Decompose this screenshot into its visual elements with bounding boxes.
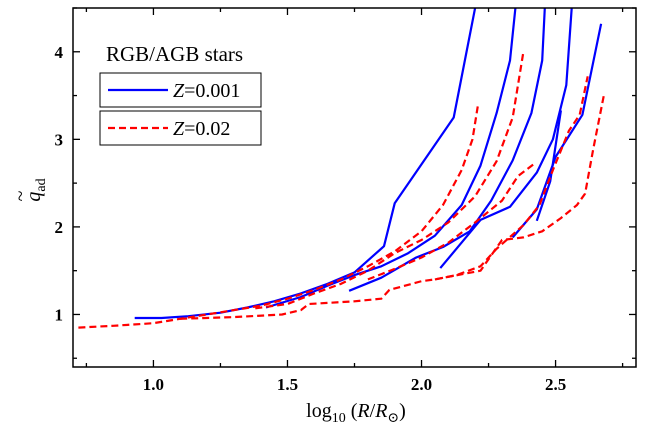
y-tick-label: 3	[55, 130, 64, 149]
legend-label-z002: Z=0.02	[173, 118, 230, 140]
series-line-z002-7	[255, 51, 525, 310]
series-line-z002-10	[367, 163, 535, 281]
y-axis-label: qad ~	[10, 178, 49, 201]
x-axis-label: log10 (R/R⊙)	[306, 400, 406, 426]
y-tick-label: 1	[55, 305, 64, 324]
series-line-z002-6	[78, 105, 479, 329]
series-line-z0001-1	[265, 8, 517, 309]
x-tick-label: 2.5	[545, 375, 566, 394]
y-axis-label-accent: ~	[10, 190, 32, 201]
series-line-z0001-3	[439, 8, 573, 269]
x-tick-label: 2.0	[411, 375, 432, 394]
svg-text:qad: qad	[23, 178, 49, 201]
legend-label-z0001: Z=0.001	[173, 80, 240, 102]
series-line-z0001-5	[535, 110, 562, 222]
x-tick-label: 1.5	[277, 375, 298, 394]
series-line-z002-8	[180, 76, 589, 320]
y-tick-label: 2	[55, 218, 64, 237]
y-tick-label: 4	[55, 43, 64, 62]
legend-title: RGB/AGB stars	[106, 42, 243, 66]
x-tick-label: 1.0	[143, 375, 164, 394]
ticks-layer: 1.0 1.5 2.0 2.5 1 2 3 4	[55, 7, 636, 394]
series-line-z0001-2	[348, 8, 546, 292]
series-layer	[78, 8, 605, 329]
legend: RGB/AGB stars Z=0.001 Z=0.02	[99, 42, 262, 146]
legend-box-2	[99, 110, 262, 146]
series-line-z002-9	[434, 95, 605, 281]
